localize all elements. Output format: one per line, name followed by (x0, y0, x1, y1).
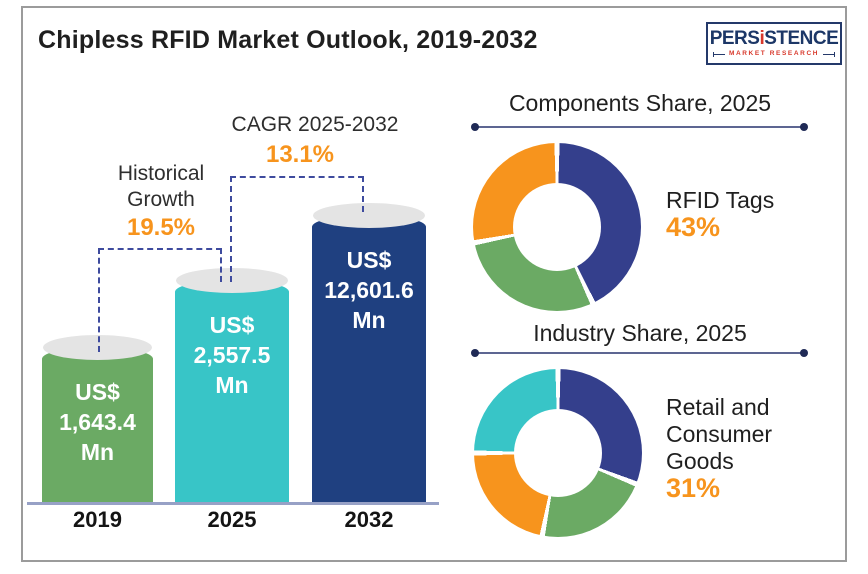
logo-subtitle: MARKET RESEARCH (728, 50, 820, 58)
logo-rule-left (712, 52, 725, 57)
retail-consumer-goods-label: Retail and Consumer Goods (666, 394, 773, 474)
industry-donut-chart (474, 369, 642, 537)
bar-2019: US$ 1,643.4 Mn (42, 335, 153, 504)
cagr-value: 13.1% (265, 141, 335, 168)
logo-red-i: i (759, 28, 765, 50)
section-divider-line (476, 352, 804, 354)
persistence-logo: PERSiSTENCE MARKET RESEARCH (706, 22, 842, 65)
rfid-tags-label: RFID Tags (666, 187, 775, 213)
components-share-title: Components Share, 2025 (508, 90, 772, 116)
page-title: Chipless RFID Market Outlook, 2019-2032 (38, 26, 538, 54)
components-donut-chart (473, 143, 641, 311)
logo-subtitle-row: MARKET RESEARCH (712, 50, 836, 58)
dashed-connector (230, 176, 364, 178)
industry-share-title: Industry Share, 2025 (533, 320, 747, 346)
dashed-connector (98, 248, 222, 250)
logo-brand-text: PERSiSTENCE (709, 28, 839, 50)
x-axis-line (27, 502, 439, 505)
cagr-label: CAGR 2025-2032 (231, 113, 399, 136)
line-end-dot (800, 349, 808, 357)
bar-2019-value-label: US$ 1,643.4 Mn (59, 379, 136, 465)
dashed-connector (362, 176, 364, 212)
outer-frame (21, 6, 847, 562)
line-end-dot (800, 123, 808, 131)
bar-2025-value-label: US$ 2,557.5 Mn (193, 312, 271, 398)
historical-growth-value: 19.5% (126, 214, 196, 241)
retail-consumer-goods-percent: 31% (666, 473, 721, 503)
historical-growth-label: Historical Growth (117, 162, 205, 211)
bar-2032: US$ 12,601.6 Mn (312, 203, 426, 504)
x-tick-2032: 2032 (344, 507, 394, 532)
line-end-dot (471, 123, 479, 131)
dashed-connector (220, 248, 222, 282)
rfid-tags-percent: 43% (666, 212, 721, 242)
dashed-connector (230, 176, 232, 282)
bar-2032-value-label: US$ 12,601.6 Mn (324, 247, 414, 333)
dashed-connector (98, 248, 100, 352)
x-tick-2019: 2019 (73, 507, 122, 532)
x-tick-2025: 2025 (207, 507, 257, 532)
logo-rule-right (823, 52, 836, 57)
line-end-dot (471, 349, 479, 357)
bar-2025: US$ 2,557.5 Mn (175, 268, 289, 504)
section-divider-line (476, 126, 804, 128)
